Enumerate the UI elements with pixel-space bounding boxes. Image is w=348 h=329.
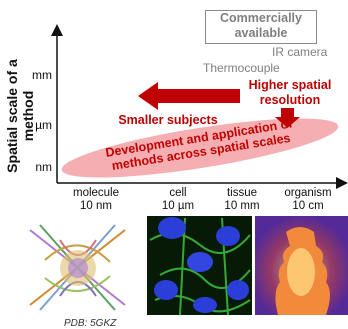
cell-image <box>147 216 252 316</box>
x-category-name: tissue <box>226 187 258 199</box>
ir-camera-label: IR camera <box>272 45 328 59</box>
y-tick-mm: mm <box>32 68 52 82</box>
y-tick-um: µm <box>35 118 52 132</box>
smaller-subjects-arrow <box>138 82 240 110</box>
x-category-size: 10 µm <box>161 200 195 212</box>
x-category-molecule: molecule 10 nm <box>56 187 136 213</box>
x-category-size: 10 nm <box>80 200 112 212</box>
x-category-size: 10 cm <box>292 200 324 212</box>
y-tick-nm: nm <box>35 160 52 174</box>
x-category-name: molecule <box>72 187 120 199</box>
higher-resolution-arrow <box>275 108 300 128</box>
x-category-organism: organism 10 cm <box>268 187 348 213</box>
commercially-available-box: Commercially available <box>205 10 317 44</box>
x-category-tissue: tissue 10 mm <box>202 187 282 213</box>
thermocouple-label: Thermocouple <box>203 61 280 75</box>
organism-thermal-image <box>255 216 348 315</box>
x-category-name: organism <box>284 187 332 199</box>
development-ellipse <box>61 118 339 178</box>
x-category-cell: cell 10 µm <box>138 187 218 213</box>
higher-resolution-label: Higher spatial resolution <box>248 78 332 107</box>
smaller-subjects-label: Smaller subjects <box>118 113 218 127</box>
molecule-image <box>18 216 138 316</box>
x-category-size: 10 mm <box>224 200 260 212</box>
x-category-name: cell <box>169 187 187 199</box>
pdb-caption: PDB: 5GKZ <box>64 318 117 329</box>
